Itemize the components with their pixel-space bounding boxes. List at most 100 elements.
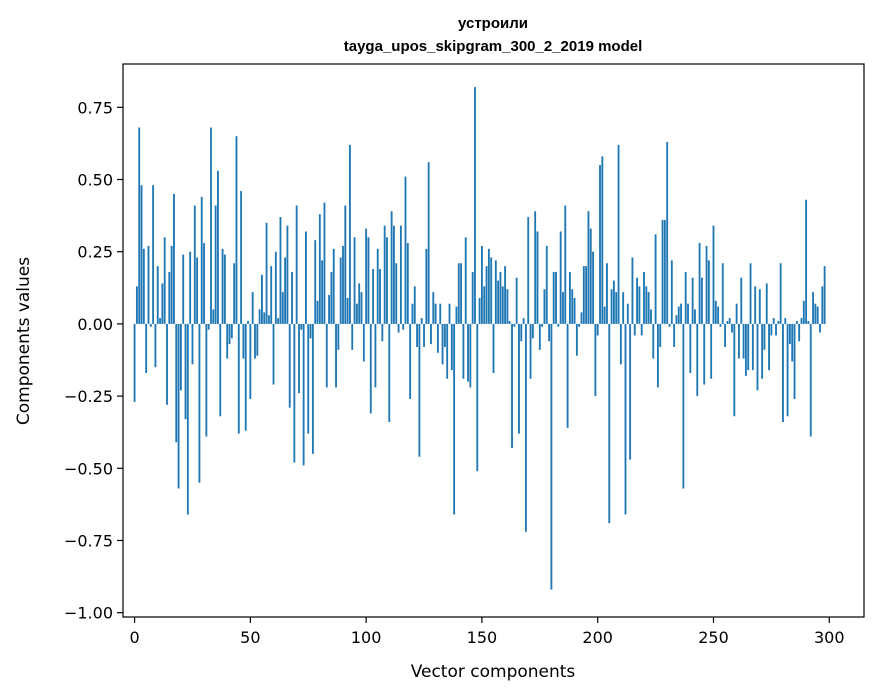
bar-118 bbox=[406, 243, 409, 324]
bar-48 bbox=[244, 323, 247, 431]
bar-52 bbox=[254, 323, 256, 359]
bar-69 bbox=[293, 323, 296, 463]
bar-87 bbox=[335, 323, 337, 388]
bar-150 bbox=[480, 245, 483, 324]
bar-282 bbox=[786, 323, 789, 417]
bar-10 bbox=[156, 266, 159, 324]
bar-269 bbox=[756, 323, 759, 391]
bar-12 bbox=[161, 283, 164, 324]
bar-33 bbox=[210, 127, 212, 324]
bar-163 bbox=[511, 323, 513, 449]
bar-30 bbox=[203, 243, 205, 324]
bar-237 bbox=[682, 323, 685, 489]
bar-112 bbox=[393, 225, 395, 324]
bar-8 bbox=[152, 185, 155, 324]
bar-191 bbox=[575, 323, 578, 356]
bar-7 bbox=[149, 323, 152, 327]
bar-17 bbox=[173, 193, 175, 324]
bar-294 bbox=[814, 303, 817, 324]
bar-201 bbox=[599, 165, 601, 324]
bar-62 bbox=[277, 318, 280, 324]
bar-73 bbox=[302, 323, 305, 466]
bar-159 bbox=[501, 286, 504, 324]
bar-239 bbox=[687, 303, 689, 324]
bar-38 bbox=[221, 248, 224, 324]
bar-2 bbox=[138, 127, 141, 324]
bar-296 bbox=[819, 323, 821, 333]
bar-226 bbox=[656, 323, 659, 388]
bar-210 bbox=[619, 323, 622, 365]
bar-124 bbox=[420, 318, 423, 324]
bar-24 bbox=[189, 251, 192, 324]
bar-105 bbox=[376, 248, 379, 324]
bars-group bbox=[133, 87, 826, 590]
bar-258 bbox=[731, 323, 733, 333]
bar-247 bbox=[705, 245, 708, 324]
y-axis-label: Components values bbox=[14, 257, 34, 425]
bar-278 bbox=[777, 321, 780, 324]
bar-260 bbox=[735, 303, 738, 324]
bar-146 bbox=[471, 271, 474, 324]
bar-92 bbox=[346, 297, 349, 324]
bar-155 bbox=[492, 323, 495, 373]
bar-272 bbox=[763, 323, 766, 350]
y-tick-label: 0.25 bbox=[77, 243, 113, 262]
bar-256 bbox=[726, 321, 729, 324]
bar-242 bbox=[694, 309, 696, 324]
bar-89 bbox=[339, 257, 342, 324]
bar-177 bbox=[543, 289, 546, 324]
bar-190 bbox=[573, 297, 576, 324]
bar-55 bbox=[261, 274, 263, 324]
bar-223 bbox=[650, 309, 652, 324]
bar-144 bbox=[467, 323, 469, 382]
bar-54 bbox=[258, 309, 261, 324]
bar-213 bbox=[626, 303, 629, 324]
bar-291 bbox=[807, 321, 810, 324]
bar-59 bbox=[270, 266, 273, 324]
bar-227 bbox=[659, 323, 662, 347]
bar-243 bbox=[696, 323, 699, 397]
bar-195 bbox=[585, 266, 588, 324]
bar-289 bbox=[802, 300, 805, 324]
bar-116 bbox=[402, 323, 405, 330]
bar-39 bbox=[223, 254, 226, 324]
bar-290 bbox=[805, 199, 808, 324]
bar-50 bbox=[249, 323, 252, 399]
bar-178 bbox=[545, 245, 548, 324]
bar-230 bbox=[666, 141, 669, 324]
bar-79 bbox=[316, 300, 319, 324]
bar-170 bbox=[527, 217, 530, 324]
bar-248 bbox=[707, 260, 710, 324]
bar-241 bbox=[691, 277, 694, 324]
bar-142 bbox=[462, 323, 465, 379]
bar-20 bbox=[179, 323, 182, 391]
bar-97 bbox=[358, 283, 361, 324]
bar-253 bbox=[719, 323, 722, 327]
bar-42 bbox=[230, 323, 233, 339]
bar-137 bbox=[450, 323, 453, 371]
bar-240 bbox=[689, 323, 692, 373]
bar-275 bbox=[770, 323, 773, 336]
bar-83 bbox=[325, 323, 328, 388]
bar-262 bbox=[740, 277, 743, 324]
bar-259 bbox=[733, 323, 736, 417]
x-tick-label: 0 bbox=[129, 628, 139, 647]
bar-238 bbox=[684, 271, 687, 324]
y-tick-label: 0.50 bbox=[77, 171, 113, 190]
bar-121 bbox=[413, 286, 416, 324]
bar-185 bbox=[562, 292, 564, 324]
bar-277 bbox=[775, 323, 777, 336]
bar-266 bbox=[749, 263, 752, 324]
bar-140 bbox=[457, 263, 460, 324]
bar-284 bbox=[791, 323, 794, 362]
x-tick-label: 250 bbox=[698, 628, 729, 647]
bar-267 bbox=[751, 323, 754, 371]
bar-153 bbox=[487, 248, 490, 324]
bar-74 bbox=[305, 231, 307, 324]
bar-61 bbox=[274, 251, 277, 324]
bar-57 bbox=[265, 222, 268, 324]
bar-186 bbox=[564, 205, 567, 324]
bar-131 bbox=[436, 323, 439, 353]
x-tick-label: 100 bbox=[351, 628, 382, 647]
